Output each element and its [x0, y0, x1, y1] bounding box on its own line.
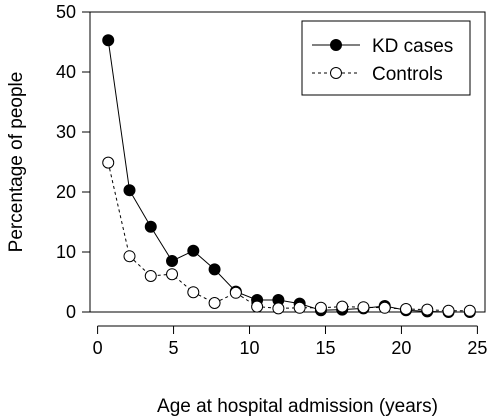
data-point — [272, 302, 285, 315]
data-point — [144, 270, 157, 282]
data-point — [400, 303, 412, 315]
data-point — [251, 300, 264, 313]
series-controls — [102, 156, 476, 317]
legend: KD cases Controls — [301, 20, 471, 96]
data-point — [166, 255, 179, 267]
x-tick-label: 20 — [391, 338, 411, 358]
data-point — [166, 268, 179, 281]
data-point — [102, 156, 115, 169]
y-tick-label: 50 — [56, 2, 76, 22]
y-tick-label: 10 — [56, 242, 76, 262]
data-point — [463, 304, 476, 317]
data-point — [442, 304, 455, 317]
data-point — [187, 244, 200, 257]
y-axis-label: Percentage of people — [6, 72, 27, 253]
plot-frame — [89, 11, 486, 313]
x-axis-label: Age at hospital admission (years) — [157, 396, 438, 417]
x-tick-label: 15 — [315, 338, 335, 358]
data-point — [123, 250, 136, 263]
data-point — [357, 301, 370, 314]
series-layer — [102, 34, 476, 318]
data-point — [421, 303, 434, 316]
legend-marker — [330, 67, 342, 79]
y-tick-label: 20 — [56, 182, 76, 202]
data-point — [229, 286, 242, 299]
y-tick-label: 0 — [66, 302, 76, 322]
legend-item: KD cases — [312, 36, 453, 57]
x-tick-label: 25 — [467, 338, 487, 358]
legend-label: KD cases — [372, 36, 453, 57]
data-point — [208, 263, 221, 276]
data-point — [144, 220, 157, 233]
legend-box — [301, 20, 471, 96]
y-tick-label: 40 — [56, 62, 76, 82]
x-tick-label: 10 — [240, 338, 260, 358]
data-point — [208, 297, 221, 309]
x-axis: 0 5 10 15 20 25 — [93, 325, 487, 358]
data-point — [123, 184, 136, 197]
data-point — [336, 300, 349, 313]
legend-label: Controls — [372, 64, 443, 85]
data-point — [378, 301, 391, 314]
y-tick-label: 30 — [56, 122, 76, 142]
legend-marker — [330, 39, 342, 51]
data-point — [187, 286, 200, 299]
data-point — [293, 301, 306, 314]
series-line — [107, 162, 470, 312]
data-point — [102, 34, 115, 47]
data-point — [314, 301, 327, 314]
legend-item: Controls — [312, 64, 443, 85]
y-axis: 0 10 20 30 40 50 — [56, 2, 90, 322]
x-tick-label: 5 — [169, 338, 179, 358]
x-tick-label: 0 — [93, 338, 103, 358]
